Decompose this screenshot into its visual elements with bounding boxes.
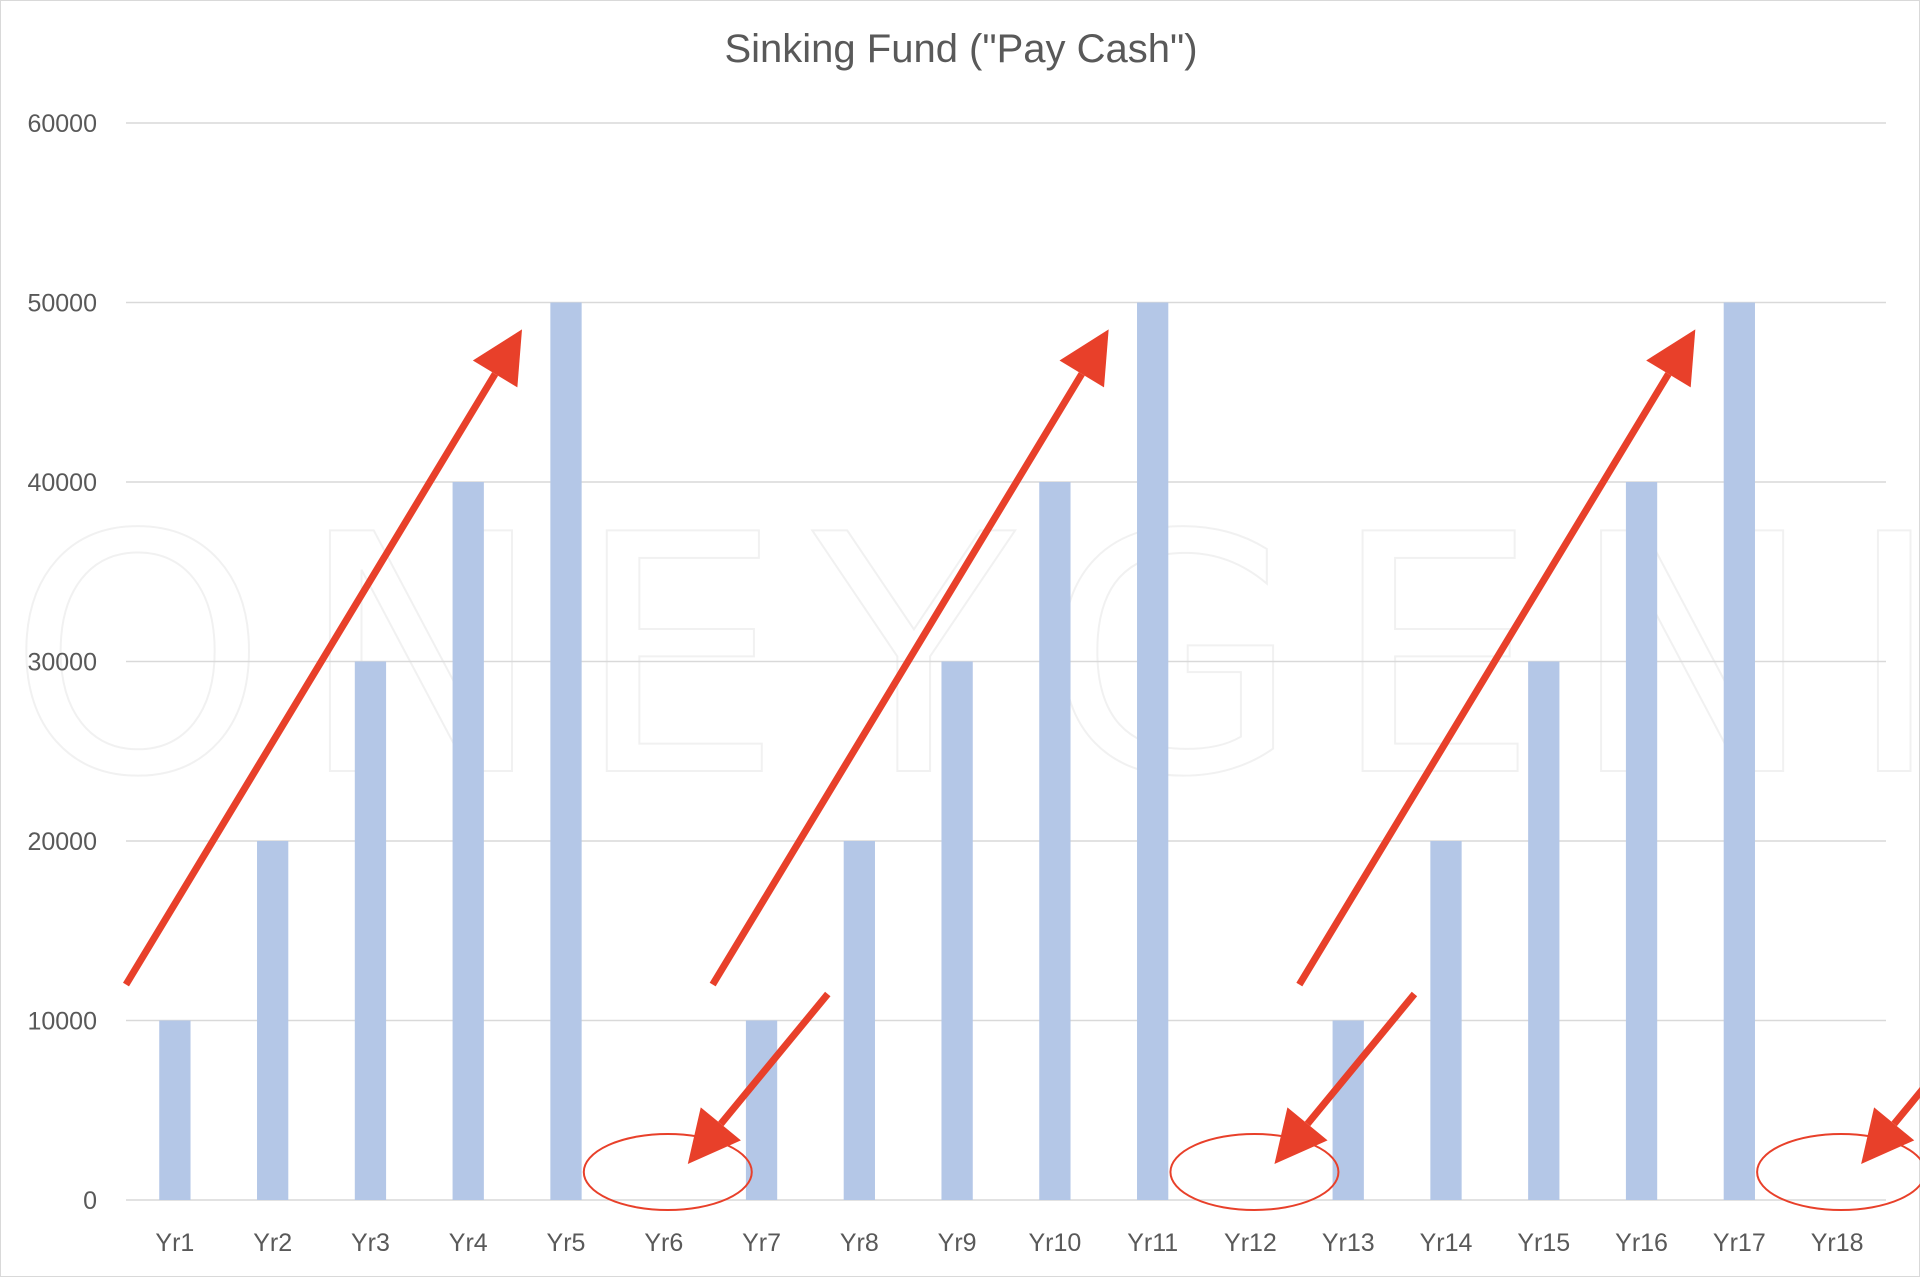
arrow-head [1861, 1107, 1915, 1164]
arrow-shaft [718, 991, 831, 1127]
bar [745, 1020, 778, 1200]
x-tick-label: Yr11 [1127, 1229, 1178, 1257]
arrow-shaft [709, 372, 1085, 987]
arrow-shaft [1304, 991, 1418, 1127]
y-tick-label: 0 [83, 1187, 97, 1215]
bars [159, 302, 1755, 1200]
bar [843, 841, 875, 1200]
bar [1625, 482, 1658, 1200]
x-tick-label: Yr15 [1517, 1229, 1570, 1257]
y-tick-label: 30000 [27, 649, 97, 677]
highlight-circle [1169, 1133, 1340, 1211]
x-tick-label: Yr1 [155, 1229, 194, 1257]
arrow-shaft [1296, 372, 1672, 987]
x-tick-label: Yr5 [547, 1229, 586, 1257]
bar [550, 302, 582, 1200]
arrow-head [1059, 329, 1109, 388]
arrow-head [687, 1107, 741, 1164]
arrow-head [472, 329, 522, 388]
x-tick-label: Yr8 [840, 1229, 879, 1257]
x-tick-label: Yr10 [1028, 1229, 1081, 1257]
bar [257, 841, 289, 1200]
x-tick-label: Yr17 [1713, 1229, 1766, 1257]
bar [941, 661, 973, 1200]
bar [1332, 1020, 1364, 1200]
annotations [123, 329, 1920, 1211]
x-tick-label: Yr2 [253, 1229, 292, 1257]
arrow-head [1646, 329, 1696, 388]
arrow-shaft [1891, 1086, 1920, 1127]
x-tick-label: Yr18 [1811, 1229, 1864, 1257]
y-tick-label: 10000 [27, 1008, 97, 1036]
arrow-head [1274, 1107, 1328, 1164]
x-tick-label: Yr9 [938, 1229, 977, 1257]
y-tick-label: 20000 [27, 828, 97, 856]
x-tick-label: Yr6 [644, 1229, 683, 1257]
bar [1039, 482, 1071, 1200]
x-tick-label: Yr16 [1615, 1229, 1668, 1257]
x-tick-label: Yr13 [1322, 1229, 1375, 1257]
highlight-circle [1756, 1133, 1920, 1211]
y-tick-label: 60000 [27, 110, 97, 138]
bar [1528, 661, 1560, 1200]
y-tick-label: 40000 [27, 469, 97, 497]
x-axis: Yr1 Yr2 Yr3 Yr4 Yr5 Yr6 Yr7 Yr8 Yr9 Yr10 Yr11 Yr12 Y… [155, 1229, 1863, 1257]
bar [1430, 841, 1462, 1200]
gridlines [126, 122, 1886, 1201]
bar [354, 661, 387, 1200]
bar [1137, 302, 1169, 1200]
y-tick-label: 50000 [27, 290, 97, 318]
x-tick-label: Yr12 [1224, 1229, 1277, 1257]
bar [1723, 302, 1755, 1200]
x-tick-label: Yr14 [1420, 1229, 1473, 1257]
y-axis: 0 10000 20000 30000 40000 50000 60000 [27, 110, 97, 1215]
bar [452, 482, 484, 1200]
arrow-shaft [123, 372, 499, 987]
x-tick-label: Yr7 [742, 1229, 781, 1257]
x-tick-label: Yr3 [351, 1229, 390, 1257]
chart-title: Sinking Fund ("Pay Cash") [724, 27, 1198, 71]
x-tick-label: Yr4 [449, 1229, 488, 1257]
bar [159, 1020, 191, 1200]
highlight-circle [582, 1133, 753, 1211]
